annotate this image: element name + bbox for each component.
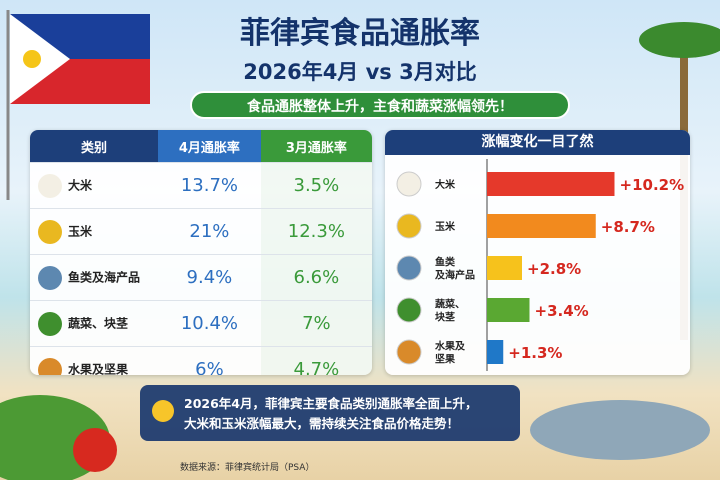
table-body: 大米 13.7% 3.5% 玉米 21% 12.3% 鱼类及海产品 9.4% 6.6% 蔬菜、块茎… xyxy=(30,162,372,375)
chart-panel: 涨幅变化一目了然 大米 +10.2% 玉米 +8.7% 鱼类及海产品 +2.8% 蔬菜、块茎… xyxy=(385,130,690,375)
value-cell: 10.4% xyxy=(158,300,261,347)
category-cell: 蔬菜、块茎 xyxy=(30,300,159,347)
food-icon xyxy=(396,171,422,197)
food-icon xyxy=(396,297,422,323)
bar xyxy=(487,172,615,196)
table-row: 蔬菜、块茎 10.4% 7% xyxy=(30,300,372,347)
category-label: 大米 xyxy=(68,178,93,192)
bulb-icon xyxy=(152,400,174,422)
category-label: 玉米 xyxy=(435,220,456,233)
column-header: 4月通胀率 xyxy=(158,130,261,163)
title: 菲律宾食品通胀率 xyxy=(240,16,480,51)
table: 类别 4月通胀率 3月通胀率 大米 13.7% 3.5% 玉米 21% 12.3% 鱼类及海产品… xyxy=(30,130,372,375)
table-row: 大米 13.7% 3.5% xyxy=(30,162,372,209)
table-row: 鱼类及海产品 9.4% 6.6% xyxy=(30,254,372,301)
value-cell: 3.5% xyxy=(260,162,372,209)
table-row: 玉米 21% 12.3% xyxy=(30,208,372,255)
column-header: 3月通胀率 xyxy=(260,130,372,163)
bar xyxy=(487,298,530,322)
food-icon xyxy=(396,339,422,365)
bar xyxy=(487,256,522,280)
bar xyxy=(487,340,504,364)
palm-leaves xyxy=(639,22,720,58)
category-cell: 水果及坚果 xyxy=(30,346,159,375)
value-cell: 7% xyxy=(260,300,372,347)
food-icon xyxy=(38,219,62,244)
category-label: 水果及坚果 xyxy=(434,340,466,366)
value-label: +8.7% xyxy=(601,218,655,236)
table-panel: 类别 4月通胀率 3月通胀率 大米 13.7% 3.5% 玉米 21% 12.3% 鱼类及海产品… xyxy=(30,130,372,375)
value-cell: 6% xyxy=(158,346,261,375)
value-label: +2.8% xyxy=(527,260,581,278)
table-header: 类别 4月通胀率 3月通胀率 xyxy=(30,130,372,163)
tomato xyxy=(73,428,117,472)
value-cell: 13.7% xyxy=(158,162,261,209)
value-cell: 9.4% xyxy=(158,254,261,301)
column-header: 类别 xyxy=(30,130,159,163)
source: 数据来源：菲律宾统计局（PSA） xyxy=(180,463,315,473)
category-label: 鱼类及海产品 xyxy=(435,256,475,282)
footer-line: 大米和玉米涨幅最大，需持续关注食品价格走势！ xyxy=(184,416,460,431)
category-cell: 大米 xyxy=(30,162,159,209)
value-label: +1.3% xyxy=(508,344,562,362)
category-cell: 鱼类及海产品 xyxy=(30,254,159,301)
value-cell: 12.3% xyxy=(260,208,372,255)
table-row: 水果及坚果 6% 4.7% xyxy=(30,346,372,375)
food-icon xyxy=(396,213,422,239)
category-label: 蔬菜、块茎 xyxy=(68,316,129,330)
bar xyxy=(487,214,596,238)
fish xyxy=(530,400,710,460)
value-label: +10.2% xyxy=(620,176,685,194)
banner: 食品通胀整体上升，主食和蔬菜涨幅领先！ xyxy=(190,91,570,119)
chart: 大米 +10.2% 玉米 +8.7% 鱼类及海产品 +2.8% 蔬菜、块茎 +3.4% 水果及坚… xyxy=(396,159,685,371)
food-icon xyxy=(38,311,62,336)
value-cell: 6.6% xyxy=(260,254,372,301)
chart-title: 涨幅变化一目了然 xyxy=(385,130,690,155)
category-label: 玉米 xyxy=(68,224,93,238)
footer: 2026年4月，菲律宾主要食品类别通胀率全面上升， 大米和玉米涨幅最大，需持续关… xyxy=(140,385,520,441)
food-icon xyxy=(38,173,62,198)
category-cell: 玉米 xyxy=(30,208,159,255)
category-label: 水果及坚果 xyxy=(68,362,129,375)
category-label: 蔬菜、块茎 xyxy=(435,298,465,324)
food-icon xyxy=(38,265,62,290)
food-icon xyxy=(396,255,422,281)
value-cell: 21% xyxy=(158,208,261,255)
subtitle: 2026年4月 vs 3月对比 xyxy=(243,60,477,84)
category-label: 鱼类及海产品 xyxy=(68,270,141,284)
value-cell: 4.7% xyxy=(260,346,372,375)
food-icon xyxy=(38,357,62,375)
footer-line: 2026年4月，菲律宾主要食品类别通胀率全面上升， xyxy=(184,396,478,411)
category-label: 大米 xyxy=(435,178,456,191)
flag-sun xyxy=(23,50,41,68)
value-label: +3.4% xyxy=(535,302,589,320)
